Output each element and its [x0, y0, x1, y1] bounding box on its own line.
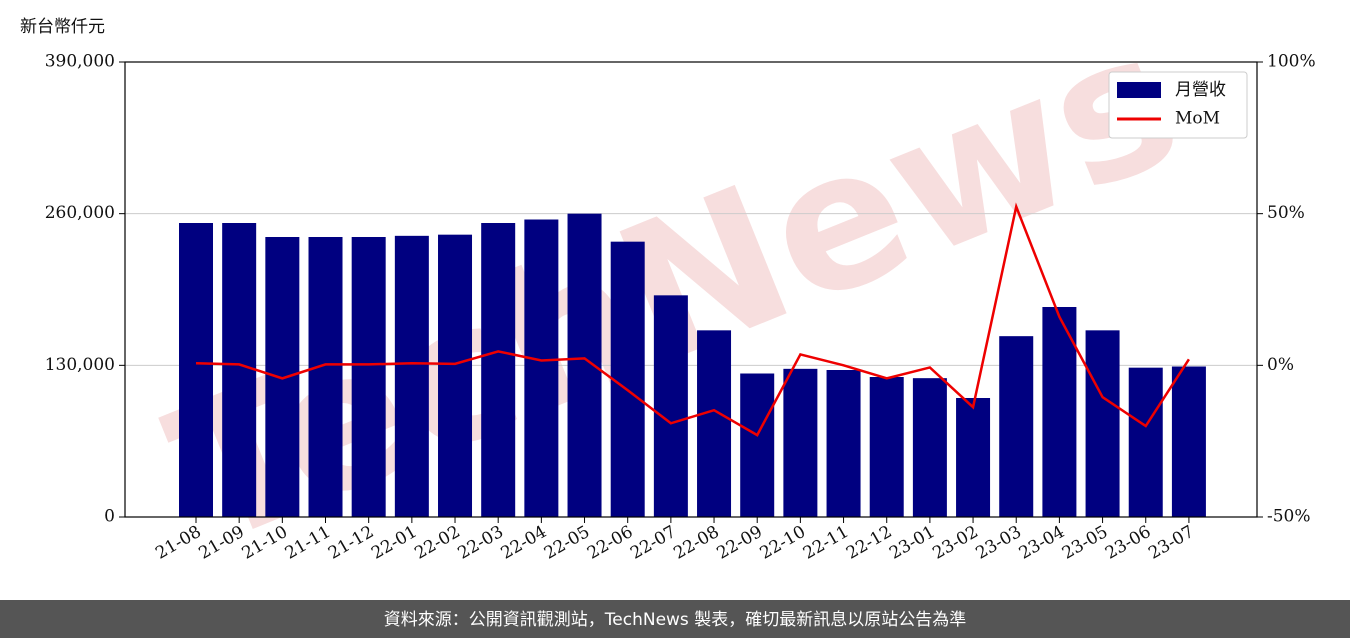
bar: [740, 373, 775, 517]
bar: [999, 336, 1034, 517]
bar: [912, 378, 947, 517]
y2-tick-label: 50%: [1267, 203, 1305, 223]
x-tick-label: 23-07: [1145, 522, 1197, 564]
footer-band: [0, 600, 1350, 638]
y2-tick-label: -50%: [1267, 507, 1311, 527]
y-tick-label: 0: [104, 507, 115, 527]
x-tick-label: 22-04: [498, 522, 550, 564]
bar: [567, 213, 602, 517]
x-tick-label: 22-03: [454, 522, 506, 564]
bar: [308, 237, 343, 517]
x-tick-label: 23-01: [886, 522, 938, 564]
x-tick-label: 22-10: [757, 522, 809, 564]
y-axis-label: 新台幣仟元: [20, 17, 105, 37]
bar: [394, 235, 429, 518]
x-tick-label: 23-04: [1016, 522, 1068, 564]
bar: [1042, 307, 1077, 517]
x-tick-label: 22-01: [368, 522, 420, 564]
bar: [783, 368, 818, 517]
x-tick-label: 22-02: [411, 522, 463, 564]
y-tick-label: 130,000: [45, 355, 115, 375]
legend-label: 月營收: [1175, 80, 1226, 100]
x-tick-label: 23-05: [1059, 522, 1111, 564]
x-tick-label: 22-09: [714, 522, 766, 564]
bar: [697, 330, 732, 517]
y2-tick-label: 0%: [1267, 355, 1294, 375]
y-tick-label: 390,000: [45, 52, 115, 72]
bar: [869, 377, 904, 517]
bar: [438, 234, 473, 517]
legend-label: MoM: [1175, 109, 1220, 129]
x-tick-label: 22-12: [843, 522, 895, 564]
x-tick-label: 23-06: [1102, 522, 1154, 564]
x-tick-label: 22-06: [584, 522, 636, 564]
x-tick-label: 22-07: [627, 522, 679, 564]
bar: [610, 241, 645, 517]
bar: [481, 223, 516, 517]
bar: [1085, 330, 1120, 517]
bar: [956, 398, 991, 517]
bar: [653, 295, 688, 517]
legend-swatch: [1117, 82, 1161, 98]
x-tick-label: 23-02: [929, 522, 981, 564]
x-tick-label: 22-05: [541, 522, 593, 564]
bar: [265, 237, 300, 517]
x-tick-label: 21-08: [152, 522, 204, 564]
bar: [351, 237, 386, 517]
y-tick-label: 260,000: [45, 203, 115, 223]
bar: [1128, 367, 1163, 517]
bar: [1171, 366, 1206, 517]
bar: [179, 223, 213, 517]
bar: [524, 219, 559, 517]
footer: 資料來源：公開資訊觀測站，TechNews 製表，確切最新訊息以原站公告為準: [384, 610, 966, 630]
mom-line: [195, 202, 1190, 437]
x-tick-label: 22-11: [800, 522, 852, 564]
bar: [222, 223, 257, 517]
x-tick-label: 22-08: [670, 522, 722, 564]
plot-frame: [124, 61, 1258, 518]
y2-tick-label: 100%: [1267, 52, 1316, 72]
x-tick-label: 23-03: [973, 522, 1025, 564]
bar: [826, 370, 861, 517]
